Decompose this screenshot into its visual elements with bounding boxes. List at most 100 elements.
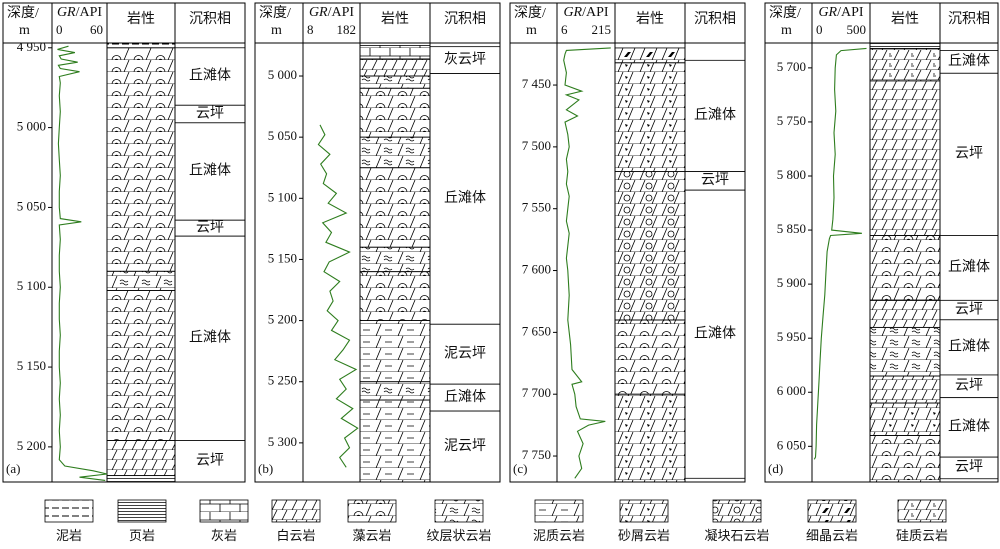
gr-tick-label: 500 bbox=[847, 22, 867, 37]
gr-label: GR bbox=[309, 5, 328, 20]
lithology-interval bbox=[359, 136, 431, 169]
depth-tick-label: 5 150 bbox=[17, 358, 46, 373]
facies-label: 丘滩体 bbox=[948, 259, 990, 275]
depth-tick-label: 7 550 bbox=[522, 200, 551, 215]
depth-tick-label: 5 050 bbox=[17, 198, 46, 213]
lithology-interval bbox=[106, 475, 176, 483]
depth-unit: m bbox=[19, 23, 30, 38]
lithology-interval bbox=[614, 319, 686, 395]
gr-curve bbox=[563, 47, 611, 479]
facies-interval bbox=[429, 73, 501, 325]
facies-header: 沉积相 bbox=[189, 11, 231, 27]
lithology-interval bbox=[106, 290, 176, 441]
legend-label: 泥质云岩 bbox=[533, 528, 585, 543]
legend-swatch bbox=[44, 499, 94, 523]
panel-frame bbox=[764, 2, 999, 483]
facies-interval bbox=[174, 440, 246, 483]
lithology-interval bbox=[359, 167, 431, 248]
depth-tick-label: 6 050 bbox=[777, 437, 806, 452]
depth-tick-label: 5 100 bbox=[268, 189, 297, 204]
facies-label: 丘滩体 bbox=[444, 389, 486, 405]
facies-label: 泥云坪 bbox=[444, 345, 486, 361]
legend-swatch bbox=[897, 499, 947, 523]
lithology-interval bbox=[359, 246, 431, 273]
depth-tick-label: 5 000 bbox=[268, 67, 297, 82]
facies-label: 云坪 bbox=[196, 219, 224, 235]
facies-label: 云坪 bbox=[955, 459, 983, 475]
facies-label: 云坪 bbox=[955, 146, 983, 162]
gr-tick-label: 6 bbox=[561, 22, 568, 37]
lith-header: 岩性 bbox=[127, 11, 155, 27]
legend-swatch bbox=[199, 499, 249, 523]
gr-header: GR/API bbox=[309, 5, 354, 20]
depth-tick-label: 5 900 bbox=[777, 275, 806, 290]
gr-tick-label: 182 bbox=[337, 22, 357, 37]
gr-tick-label: 215 bbox=[592, 22, 612, 37]
panel-label: (a) bbox=[6, 461, 20, 476]
depth-tick-label: 5 000 bbox=[17, 119, 46, 134]
legend-swatch bbox=[117, 499, 167, 523]
legend-swatch bbox=[347, 499, 397, 523]
lithology-interval bbox=[869, 48, 941, 82]
legend-label: 灰岩 bbox=[211, 528, 237, 543]
depth-tick-label: 7 500 bbox=[522, 138, 551, 153]
legend-swatch bbox=[712, 499, 762, 523]
legend-label: 凝块石云岩 bbox=[704, 528, 769, 543]
facies-label: 云坪 bbox=[955, 378, 983, 394]
depth-tick-label: 7 700 bbox=[522, 385, 551, 400]
depth-tick-label: 5 700 bbox=[777, 59, 806, 74]
lithology-interval bbox=[614, 47, 686, 64]
facies-label: 丘滩体 bbox=[948, 53, 990, 69]
lith-header: 岩性 bbox=[636, 11, 664, 27]
depth-tick-label: 4 950 bbox=[17, 39, 46, 54]
facies-interval bbox=[174, 122, 246, 221]
facies-label: 泥云坪 bbox=[444, 438, 486, 454]
legend-label: 细晶云岩 bbox=[806, 528, 858, 543]
depth-header: 深度/ bbox=[7, 5, 39, 21]
panel-label: (d) bbox=[768, 461, 783, 476]
facies-interval bbox=[939, 397, 999, 458]
facies-interval bbox=[939, 72, 999, 236]
facies-interval bbox=[429, 383, 501, 412]
lith-header: 岩性 bbox=[381, 11, 409, 27]
facies-interval bbox=[174, 235, 246, 441]
facies-header: 沉积相 bbox=[948, 11, 990, 27]
legend-label: 泥岩 bbox=[56, 528, 82, 543]
lithology-interval bbox=[614, 393, 686, 483]
lithology-interval bbox=[106, 42, 176, 49]
lithology-interval bbox=[869, 435, 941, 483]
depth-tick-label: 7 600 bbox=[522, 262, 551, 277]
legend-swatch bbox=[807, 499, 857, 523]
depth-header: 深度/ bbox=[259, 5, 291, 21]
lithology-interval bbox=[869, 235, 941, 301]
facies-label: 丘滩体 bbox=[948, 339, 990, 355]
depth-tick-label: 5 300 bbox=[268, 434, 297, 449]
facies-label: 丘滩体 bbox=[694, 107, 736, 123]
depth-tick-label: 5 250 bbox=[268, 373, 297, 388]
legend-label: 硅质云岩 bbox=[896, 528, 948, 543]
lithology-interval bbox=[359, 87, 431, 138]
lithology-interval bbox=[869, 80, 941, 236]
depth-tick-label: 5 100 bbox=[17, 278, 46, 293]
panel-frame bbox=[2, 2, 246, 483]
gr-unit: /API bbox=[837, 5, 864, 20]
gr-header: GR/API bbox=[57, 5, 102, 20]
lithology-interval bbox=[359, 381, 431, 401]
legend-label: 砂屑云岩 bbox=[618, 528, 670, 543]
panel-label: (b) bbox=[258, 461, 273, 476]
facies-header: 沉积相 bbox=[694, 11, 736, 27]
legend-swatch bbox=[619, 499, 669, 523]
legend-swatch bbox=[534, 499, 584, 523]
facies-label: 丘滩体 bbox=[189, 163, 231, 179]
gr-unit: /API bbox=[76, 5, 103, 20]
facies-interval bbox=[429, 410, 501, 483]
facies-label: 云坪 bbox=[701, 172, 729, 188]
legend-label: 白云岩 bbox=[276, 528, 315, 543]
legend-label: 藻云岩 bbox=[352, 528, 391, 543]
facies-label: 云坪 bbox=[955, 301, 983, 317]
depth-header: 深度/ bbox=[514, 5, 546, 21]
facies-interval bbox=[684, 59, 746, 173]
panel-label: (c) bbox=[513, 461, 527, 476]
lithology-interval bbox=[869, 402, 941, 436]
lithology-interval bbox=[869, 375, 941, 404]
